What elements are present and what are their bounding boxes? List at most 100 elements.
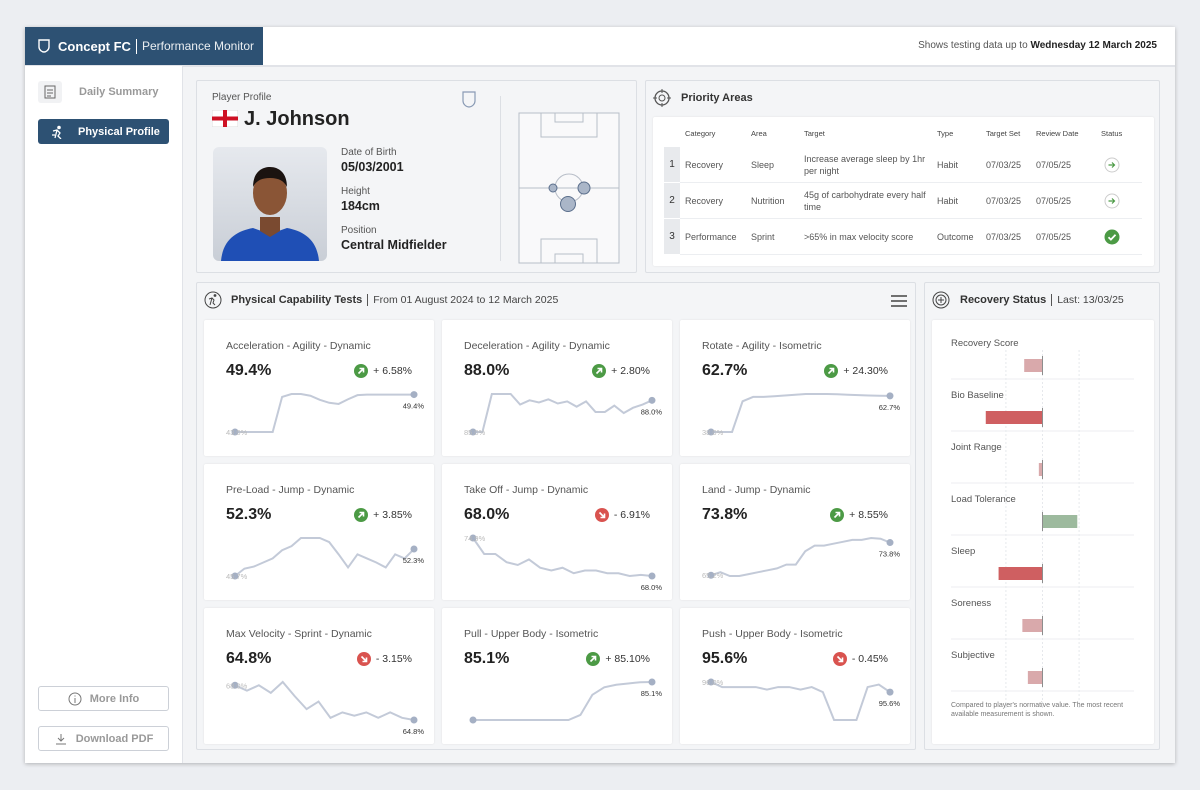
table-cell: 07/03/25 xyxy=(986,160,1022,170)
card-change: + 85.10% xyxy=(586,652,650,666)
sparkline: 85.0% 88.0% xyxy=(464,393,662,437)
start-label: 43.0% xyxy=(226,428,248,437)
end-label: 85.1% xyxy=(641,689,663,698)
test-card: Max Velocity - Sprint - Dynamic 64.8% - 3.… xyxy=(204,608,434,744)
card-title: Acceleration - Agility - Dynamic xyxy=(226,340,371,352)
table-cell: Increase average sleep by 1hr per night xyxy=(804,154,926,176)
card-value: 88.0% xyxy=(464,362,510,379)
menu-icon[interactable] xyxy=(890,294,908,308)
table-cell: 45g of carbohydrate every half time xyxy=(804,190,926,212)
change-text: - 0.45% xyxy=(851,653,888,665)
check xyxy=(1107,234,1117,241)
button-label: More Info xyxy=(89,692,140,705)
change-text: - 3.15% xyxy=(375,653,412,665)
metric-bar xyxy=(1042,515,1078,528)
arrow xyxy=(1108,198,1116,204)
data-note: Shows testing data up to Wednesday 12 Ma… xyxy=(918,40,1157,51)
sparkline-line xyxy=(234,680,415,721)
start-label: 74.9% xyxy=(464,534,486,543)
table-cell: Sleep xyxy=(751,160,775,170)
start-dot xyxy=(707,678,715,686)
nav-label: Physical Profile xyxy=(78,125,160,138)
end-dot xyxy=(648,396,656,404)
more-info-button[interactable]: More Info xyxy=(38,686,169,711)
metric-label: Joint Range xyxy=(951,442,1002,453)
change-text: + 2.80% xyxy=(611,365,650,377)
capability-header: Physical Capability Tests From 01 August… xyxy=(231,294,558,306)
start-dot xyxy=(707,428,715,436)
start-dot xyxy=(469,534,477,542)
card-change: + 24.30% xyxy=(824,364,888,378)
priority-table: Category Area Target Type Target Set Review D… xyxy=(653,117,1154,266)
end-dot xyxy=(410,545,418,553)
profile-panel: Player Profile J. Johnson Date of Birth 0… xyxy=(196,80,637,273)
sparkline: 65.2% 73.8% xyxy=(702,536,900,580)
end-dot xyxy=(410,391,418,399)
card-title: Land - Jump - Dynamic xyxy=(702,484,811,496)
plus-icon xyxy=(932,291,950,309)
capability-panel: Physical Capability Tests From 01 August… xyxy=(196,282,916,750)
table-cell: 07/05/25 xyxy=(1036,232,1072,242)
sparkline: 45.7% 52.3% xyxy=(226,537,425,581)
table-cell: Recovery xyxy=(685,160,724,170)
table-cell: Performance xyxy=(685,232,737,242)
start-dot xyxy=(469,428,477,436)
row-divider xyxy=(680,218,1142,219)
download-button[interactable]: Download PDF xyxy=(38,726,169,751)
table-cell: Outcome xyxy=(937,232,974,242)
column-header: Target xyxy=(804,129,825,138)
column-header: Target Set xyxy=(986,129,1021,138)
card-value: 52.3% xyxy=(226,506,272,523)
change-text: + 6.58% xyxy=(373,365,412,377)
change-text: + 85.10% xyxy=(605,653,650,665)
status-done xyxy=(1104,229,1120,245)
nav-item-active[interactable]: Physical Profile xyxy=(38,119,169,144)
change-arrow xyxy=(598,511,606,519)
test-card: Deceleration - Agility - Dynamic 88.0% + 2… xyxy=(442,320,672,456)
metric-bar xyxy=(1024,359,1043,372)
test-card: Land - Jump - Dynamic 73.8% + 8.55% 65.2% 73… xyxy=(680,464,910,600)
field-value: Central Midfielder xyxy=(341,238,447,252)
player-name: J. Johnson xyxy=(244,108,350,130)
test-card: Rotate - Agility - Isometric 62.7% + 24.30… xyxy=(680,320,910,456)
change-text: + 3.85% xyxy=(373,509,412,521)
card-value: 73.8% xyxy=(702,506,748,523)
change-icon xyxy=(830,508,845,522)
test-card: Pull - Upper Body - Isometric 85.1% + 85.1… xyxy=(442,608,672,744)
sparkline: 74.9% 68.0% xyxy=(464,534,662,592)
recovery-title: Recovery Status xyxy=(960,294,1053,306)
change-text: - 6.91% xyxy=(613,509,650,521)
sparkline-line xyxy=(473,681,653,721)
start-dot xyxy=(231,428,239,436)
start-label: 68.0% xyxy=(226,681,248,690)
card-value: 85.1% xyxy=(464,650,510,667)
change-text: + 24.30% xyxy=(843,365,888,377)
nav-item[interactable]: Daily Summary xyxy=(79,86,159,98)
recovery-header: Recovery Status Last: 13/03/25 xyxy=(960,294,1124,306)
priority-panel: Priority Areas Category Area Target Type Tar… xyxy=(645,80,1160,273)
end-label: 62.7% xyxy=(879,403,901,412)
table-cell: >65% in max velocity score xyxy=(804,232,914,242)
card-title: Push - Upper Body - Isometric xyxy=(702,628,843,640)
flag xyxy=(212,110,238,127)
change-arrow xyxy=(834,511,841,519)
column-header: Area xyxy=(751,129,767,138)
end-label: 95.6% xyxy=(879,699,901,708)
end-label: 52.3% xyxy=(403,556,425,565)
nav-icon xyxy=(38,81,62,103)
run-icon xyxy=(204,291,222,309)
card-value: 62.7% xyxy=(702,362,748,379)
change-arrow xyxy=(590,655,597,663)
metric-bar xyxy=(998,567,1043,580)
field-label: Date of Birth xyxy=(341,147,397,158)
metric-label: Load Tolerance xyxy=(951,494,1016,505)
row-index: 3 xyxy=(664,219,680,255)
metric-label: Soreness xyxy=(951,598,991,609)
metric-label: Bio Baseline xyxy=(951,390,1004,401)
card-change: - 6.91% xyxy=(594,508,650,522)
card-change: - 0.45% xyxy=(832,652,888,666)
card-value: 68.0% xyxy=(464,506,510,523)
card-title: Pre-Load - Jump - Dynamic xyxy=(226,484,355,496)
recovery-last: Last: 13/03/25 xyxy=(1057,294,1124,306)
table-cell: 07/05/25 xyxy=(1036,160,1072,170)
